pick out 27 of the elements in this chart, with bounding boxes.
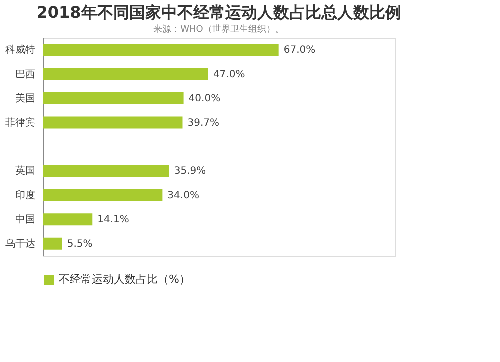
y-tick-label: 科威特	[6, 44, 36, 56]
bar	[43, 165, 170, 178]
data-label: 47.0%	[213, 69, 246, 80]
bar	[43, 92, 184, 105]
y-tick-label: 中国	[16, 214, 36, 226]
data-label: 39.7%	[188, 118, 220, 129]
legend-label: 不经常运动人数占比（%）	[59, 273, 190, 286]
data-label: 35.9%	[174, 166, 206, 178]
bar	[43, 68, 208, 80]
y-tick-label: 乌干达	[6, 238, 36, 250]
bar	[43, 238, 62, 250]
bar	[43, 116, 183, 129]
data-label: 5.5%	[67, 238, 93, 250]
bar	[43, 214, 93, 226]
source-note: 来源：WHO（世界卫生组织）。	[154, 24, 284, 35]
y-tick-label: 美国	[16, 92, 36, 105]
data-label: 40.0%	[188, 94, 221, 105]
y-tick-label: 印度	[16, 189, 36, 202]
y-tick-label: 巴西	[16, 69, 36, 80]
bar	[43, 44, 279, 56]
data-label: 14.1%	[98, 214, 130, 226]
data-label: 34.0%	[168, 190, 200, 202]
chart-title: 2018年不同国家中不经常运动人数占比总人数比例	[36, 3, 402, 22]
y-tick-label: 菲律宾	[6, 116, 36, 129]
bar	[43, 189, 163, 202]
y-tick-label: 英国	[16, 165, 36, 178]
data-label: 67.0%	[284, 45, 316, 56]
